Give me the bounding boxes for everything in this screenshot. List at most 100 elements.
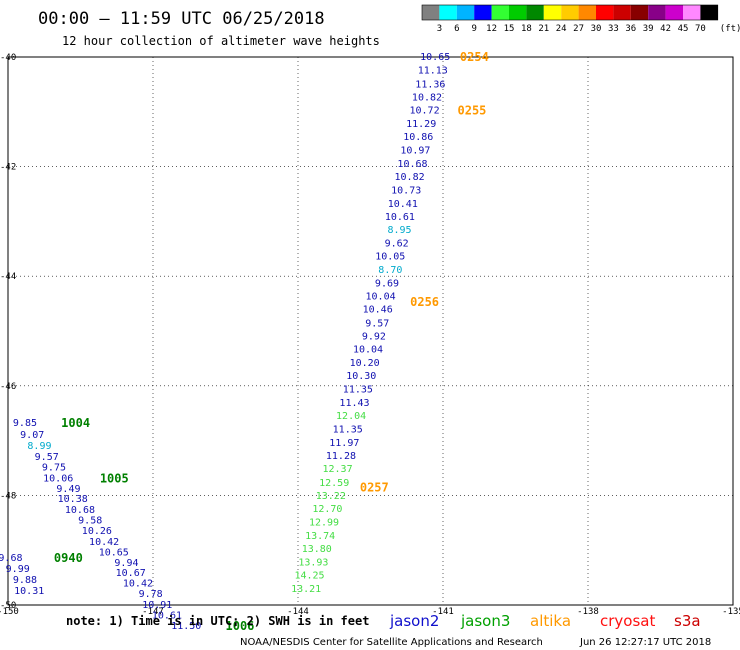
swh-value: 9.92 [362, 331, 386, 342]
swh-value: 9.68 [0, 553, 23, 564]
swh-value: 11.28 [326, 451, 356, 462]
swh-value: 12.70 [312, 504, 342, 515]
colorbar-swatch [509, 5, 527, 20]
mission-label-s3a: s3a [674, 612, 701, 630]
swh-value: 10.41 [388, 199, 418, 210]
colorbar-label: 24 [556, 24, 567, 34]
colorbar-swatch [648, 5, 666, 20]
swh-value: 10.68 [397, 159, 427, 170]
swh-value: 8.99 [27, 441, 51, 452]
color-legend: 3 6 9 12 15 18 21 24 27 30 33 36 39 42 45 70 (ft) [421, 4, 740, 34]
swh-value: 9.99 [6, 564, 30, 575]
swh-value: 10.73 [391, 186, 421, 197]
lon-tick-label: -141 [432, 607, 454, 617]
swh-value: 10.06 [43, 473, 73, 484]
swh-value: 13.21 [291, 584, 321, 595]
swh-value: 10.65 [420, 52, 450, 63]
colorbar-frame [421, 4, 719, 21]
swh-value: 10.42 [123, 579, 153, 590]
colorbar-label: 27 [573, 24, 584, 34]
swh-value: 10.20 [350, 358, 380, 369]
lat-tick-label: -40 [0, 53, 16, 63]
swh-value: 11.50 [171, 621, 201, 632]
swh-value: 10.86 [403, 132, 433, 143]
swh-value: 11.35 [343, 385, 373, 396]
lon-tick-label: -135 [722, 607, 740, 617]
colorbar-label: 45 [678, 24, 689, 34]
colorbar-label: 15 [504, 24, 515, 34]
swh-value: 8.95 [387, 225, 411, 236]
swh-value: 9.78 [139, 589, 163, 600]
swh-value: 10.05 [375, 251, 405, 262]
pass-time-label: 1005 [100, 471, 129, 485]
swh-value: 10.97 [400, 146, 430, 157]
lon-tick-label: -138 [577, 607, 599, 617]
colorbar-label: 9 [471, 24, 476, 34]
axis-ticks: -150 -147 -144 -141 -138 -135 -40 -42 -44 -46 -48 -… [0, 53, 740, 617]
swh-value: 10.31 [14, 586, 44, 597]
swh-value: 10.91 [142, 600, 172, 611]
swh-value: 12.37 [323, 464, 353, 475]
swh-value: 14.25 [294, 570, 324, 581]
swh-value: 13.74 [305, 531, 335, 542]
swh-value: 10.82 [412, 93, 442, 104]
swh-value: 11.43 [339, 398, 369, 409]
colorbar-swatch [491, 5, 509, 20]
swh-value: 13.93 [298, 557, 328, 568]
swh-value: 8.70 [378, 265, 402, 276]
colorbar-swatch [422, 5, 440, 20]
lon-tick-label: -150 [0, 607, 19, 617]
swh-value: 10.61 [385, 212, 415, 223]
swh-value: 9.75 [42, 462, 66, 473]
lon-tick-label: -147 [142, 607, 164, 617]
swh-value: 11.36 [415, 79, 445, 90]
colorbar-label: 70 [695, 24, 706, 34]
mission-label-altika: altika [530, 612, 571, 630]
lat-tick-label: -44 [0, 272, 16, 282]
lat-tick-label: -46 [0, 382, 16, 392]
swh-value: 10.68 [65, 505, 95, 516]
swh-value: 10.46 [363, 305, 393, 316]
swh-value: 10.72 [410, 106, 440, 117]
swh-value: 10.04 [366, 291, 396, 302]
colorbar-swatch [526, 5, 544, 20]
pass-time-label: 1006 [226, 619, 255, 633]
swh-value: 9.07 [20, 430, 44, 441]
lat-tick-label: -42 [0, 163, 16, 173]
swh-value: 11.97 [329, 438, 359, 449]
lon-tick-label: -144 [287, 607, 309, 617]
swh-value: 10.82 [395, 172, 425, 183]
map-title: 00:00 – 11:59 UTC 06/25/2018 [38, 9, 325, 29]
swh-value: 10.61 [152, 610, 182, 621]
pass-time-label: 0257 [360, 481, 389, 495]
swh-value: 9.85 [13, 418, 37, 429]
swh-value: 12.04 [336, 411, 366, 422]
swh-value: 10.30 [346, 371, 376, 382]
mission-legend: jason2 jason3 altika cryosat s3a [389, 612, 701, 630]
colorbar-label: 12 [486, 24, 497, 34]
swh-value: 9.57 [365, 318, 389, 329]
colorbar-swatch [474, 5, 492, 20]
swh-value: 10.67 [116, 568, 146, 579]
swh-value: 9.62 [385, 238, 409, 249]
swh-value: 9.94 [114, 558, 138, 569]
pass-time-label: 0256 [410, 295, 439, 309]
swh-value: 12.99 [309, 517, 339, 528]
pass-time-label: 0254 [460, 50, 489, 64]
mission-label-cryosat: cryosat [600, 612, 655, 630]
colorbar-label: 18 [521, 24, 532, 34]
colorbar-swatch [456, 5, 475, 20]
colorbar-label: 36 [625, 24, 636, 34]
footer-note: note: 1) Time is in UTC; 2) SWH is in fe… [66, 614, 369, 628]
colorbar-swatch [439, 5, 457, 20]
colorbar-swatch [630, 5, 649, 20]
colorbar-swatch [596, 5, 614, 20]
pass-time-label: 0255 [458, 104, 487, 118]
swh-value: 12.59 [319, 478, 349, 489]
lat-tick-label: -50 [0, 601, 16, 611]
credit-text: NOAA/NESDIS Center for Satellite Applica… [240, 637, 543, 648]
pass-time-label: 0940 [54, 551, 83, 565]
map-grid [8, 57, 733, 605]
colorbar-swatch [683, 5, 701, 20]
